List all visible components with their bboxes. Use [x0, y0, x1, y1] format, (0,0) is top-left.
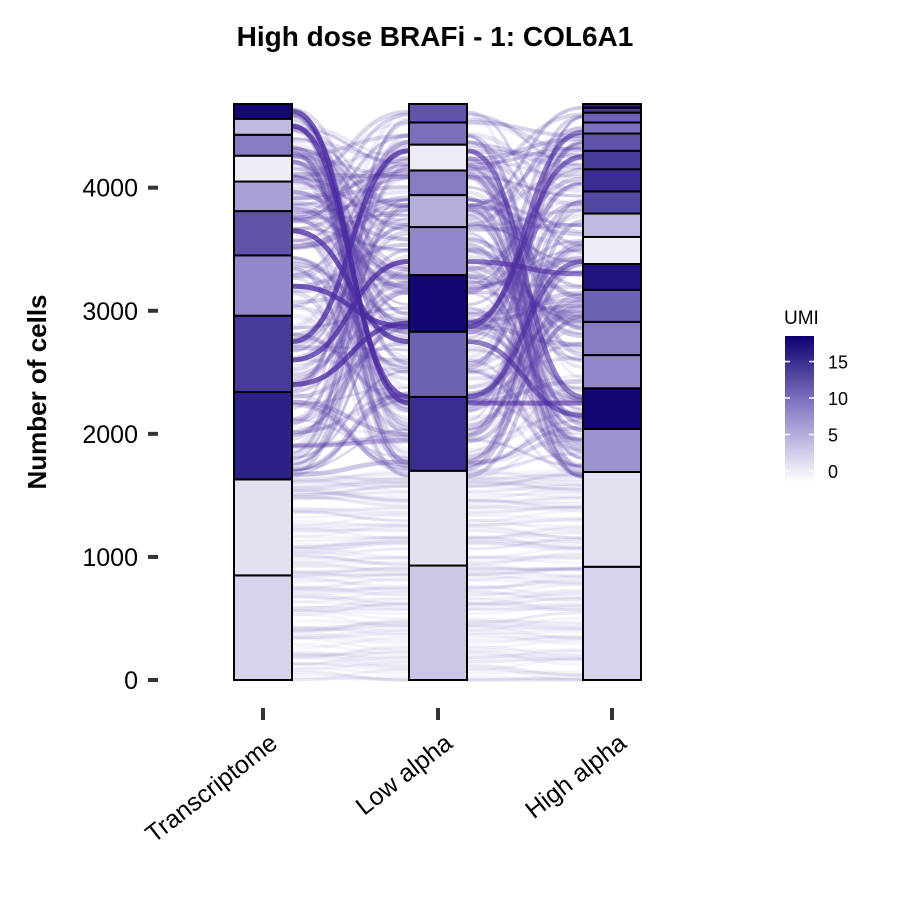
stack-segment [234, 479, 292, 575]
stack-segment [234, 575, 292, 680]
legend-colorbar [785, 336, 814, 482]
stack-segment [583, 214, 641, 237]
stack-segment [583, 472, 641, 567]
stack-segment [234, 211, 292, 255]
stack-segment [583, 151, 641, 169]
stack-segment [409, 145, 467, 171]
stack-segment [583, 388, 641, 429]
legend-title: UMI [784, 308, 819, 329]
stack-segment [409, 275, 467, 332]
stack-segment [583, 134, 641, 151]
stack-segment [409, 397, 467, 471]
x-axis: Transcriptome Low alpha High alpha [140, 708, 631, 849]
stack-segment [583, 113, 641, 123]
stack-segment [583, 355, 641, 388]
stack-segment [409, 104, 467, 122]
stack-segment [234, 316, 292, 392]
y-tick-label: 2000 [82, 421, 138, 449]
flow-line [467, 524, 583, 526]
stack-segment [409, 195, 467, 227]
legend-tick-label: 15 [828, 353, 848, 373]
x-tick-label: Transcriptome [140, 729, 282, 849]
color-legend: UMI 0 5 10 15 [784, 308, 848, 482]
x-tick-label: Low alpha [351, 729, 458, 821]
stack-segment [409, 227, 467, 275]
y-tick-label: 3000 [82, 298, 138, 326]
stack-segment [583, 169, 641, 191]
legend-tick-label: 10 [828, 389, 848, 409]
chart-title: High dose BRAFi - 1: COL6A1 [237, 21, 634, 52]
stack-segment [583, 567, 641, 680]
legend-tick-label: 0 [828, 462, 838, 482]
y-tick-label: 4000 [82, 175, 138, 203]
stack-segment [583, 237, 641, 264]
stack-segment [234, 182, 292, 212]
stack-segment [409, 566, 467, 680]
x-tick-label: High alpha [520, 729, 632, 825]
stack-segment [583, 290, 641, 322]
stack-segment [409, 122, 467, 144]
stack-segment [234, 135, 292, 156]
flow-line [467, 650, 583, 651]
stack-segment [234, 255, 292, 315]
y-axis: 0 1000 2000 3000 4000 [82, 175, 158, 695]
stack-segment [583, 104, 641, 108]
stack-segment [409, 332, 467, 397]
y-tick-label: 1000 [82, 544, 138, 572]
stack-segment [583, 264, 641, 290]
y-axis-label: Number of cells [22, 294, 52, 489]
stack-segment [583, 322, 641, 355]
stack-segment [234, 156, 292, 182]
stack-segment [234, 104, 292, 119]
stack-segment [234, 119, 292, 135]
stack-segment [583, 122, 641, 133]
stack-segment [234, 392, 292, 479]
legend-tick-label: 5 [828, 426, 838, 446]
stack-segment [409, 170, 467, 195]
y-tick-label: 0 [124, 667, 138, 695]
stack-segment [409, 471, 467, 566]
stack-segment [583, 429, 641, 472]
stack-segment [583, 191, 641, 213]
